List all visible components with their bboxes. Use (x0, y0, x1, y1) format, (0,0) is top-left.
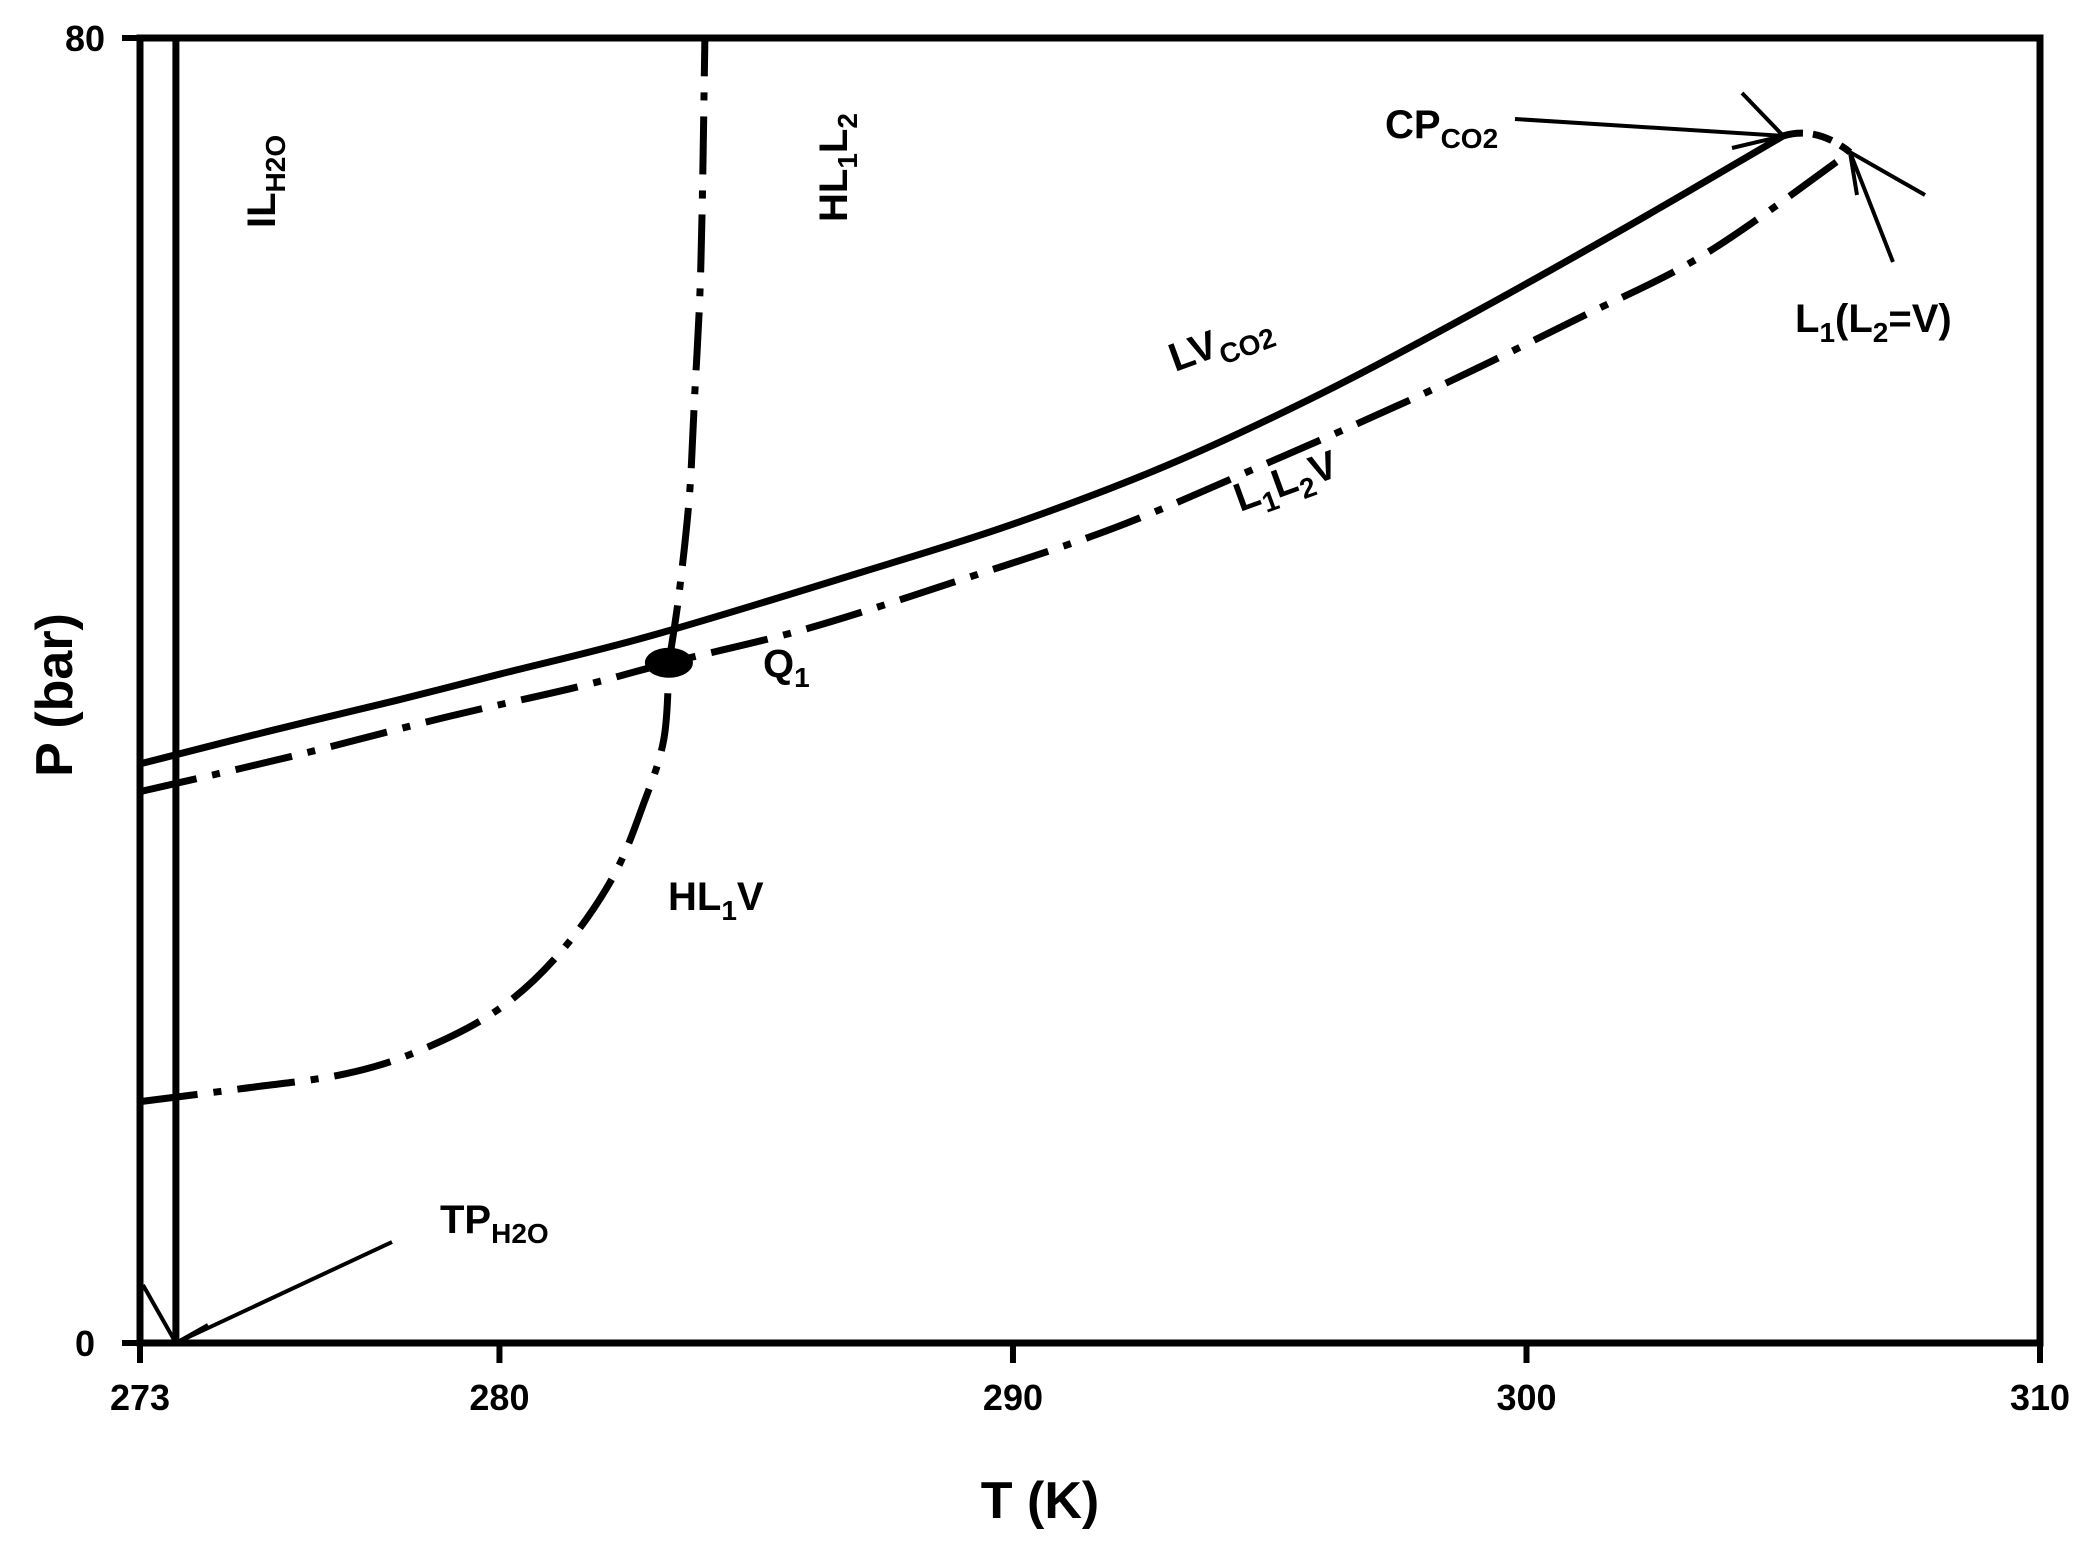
label-hl1l2-b-sub: 2 (832, 113, 863, 129)
label-tp-h2o: TPH2O (440, 1198, 549, 1249)
label-l1-l2-eq-v-main: L (1795, 297, 1819, 341)
point-marker-q1 (644, 647, 693, 678)
x-axis-title: T (K) (981, 1472, 1099, 1530)
x-tick-label: 310 (2010, 1377, 2070, 1418)
series-line-hl1l2 (665, 37, 709, 664)
label-hl1l2: HL1L2 (812, 113, 863, 222)
y-axis-title: P (bar) (26, 613, 84, 777)
label-hl1v-sub: 1 (721, 895, 737, 926)
label-l1-l2-eq-v-tail2: =V) (1888, 297, 1951, 341)
label-l1-l2-eq-v-sub: 1 (1819, 317, 1835, 348)
series-line-l1l2v (139, 149, 1853, 796)
label-cp-co2-main: CP (1385, 103, 1441, 147)
tick-layer: 273 280 290 300 310 0 80 (65, 18, 2070, 1418)
label-hl1l2-a: HL (812, 169, 856, 222)
x-tick-label: 290 (983, 1377, 1043, 1418)
label-il-h2o: ILH2O (240, 135, 291, 228)
label-hl1v-main: HL (668, 875, 721, 919)
arrow-l1-l2-eq-v (1847, 148, 1926, 263)
label-l1-l2-eq-v-tail: (L (1835, 297, 1873, 341)
series-line-lv-co2 (139, 132, 1785, 768)
label-hl1v: HL1V (668, 875, 764, 926)
series-layer (136, 37, 1853, 1343)
label-cp-co2: CPCO2 (1385, 103, 1498, 154)
arrow-layer (141, 91, 1926, 1346)
series-line-hl1v (139, 662, 673, 1106)
y-tick-label: 80 (65, 18, 105, 59)
y-tick-label: 0 (75, 1323, 95, 1364)
label-hl1l2-b: L (812, 129, 856, 153)
label-l1l2v: L1L2V (1228, 443, 1346, 528)
label-hl1v-tail: V (737, 875, 764, 919)
label-l1-l2-eq-v: L1(L2=V) (1795, 297, 1952, 348)
x-tick-label: 273 (110, 1377, 170, 1418)
label-tp-h2o-main: TP (440, 1198, 491, 1242)
label-hl1l2-a-sub: 1 (832, 153, 863, 169)
x-tick-label: 280 (469, 1377, 529, 1418)
label-q1-sub: 1 (794, 662, 810, 693)
label-q1-main: Q (763, 642, 794, 686)
label-lv-co2: LVCO2 (1163, 303, 1280, 387)
label-lv-co2-main: LV (1163, 323, 1224, 381)
critical-cap-line (1782, 129, 1853, 155)
label-q1: Q1 (763, 642, 810, 693)
label-cp-co2-sub: CO2 (1441, 123, 1499, 154)
label-il-h2o-sub: H2O (260, 135, 291, 193)
label-l1-l2-eq-v-sub2: 2 (1873, 317, 1889, 348)
x-tick-label: 300 (1496, 1377, 1556, 1418)
arrow-tp-h2o (141, 1240, 393, 1346)
label-lv-co2-sub: CO2 (1215, 322, 1280, 371)
label-il-h2o-main: IL (240, 192, 284, 228)
label-tp-h2o-sub: H2O (491, 1218, 549, 1249)
arrow-cp-co2 (1514, 91, 1788, 150)
